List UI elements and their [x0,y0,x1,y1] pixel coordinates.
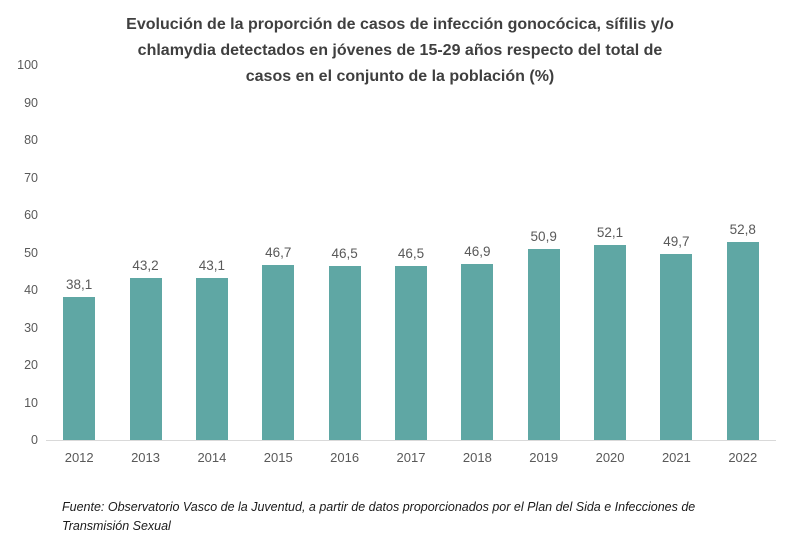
bar-2017 [394,265,427,440]
y-axis: 0 10 20 30 40 50 60 70 80 90 100 [0,58,40,447]
bar-value-label-2018: 46,9 [464,244,491,260]
bar-value-label-2017: 46,5 [397,245,425,261]
y-axis-label-10: 10 [24,395,38,410]
bar-group-2013: 43,2 [112,258,178,440]
bar-value-label-2014: 43,1 [198,258,226,274]
x-axis-label-2021: 2021 [661,450,691,465]
bar-value-label-2013: 43,2 [132,258,159,273]
source-note: Fuente: Observatorio Vasco de la Juventu… [62,500,696,534]
x-axis-label-2020: 2020 [595,450,625,465]
bar-2018 [461,264,494,440]
y-axis-label-70: 70 [24,170,38,185]
bar-group-2019: 50,9 [511,229,577,440]
bar-2019 [527,249,560,440]
bar-value-label-2012: 38,1 [66,277,93,293]
bar-group-2022: 52,8 [710,222,776,440]
bar-value-label-2022: 52,8 [729,222,756,237]
bar-group-2018: 46,9 [444,244,510,440]
x-axis: 2012 2013 2014 2015 2016 2017 2018 2019 2020 2021… [46,450,776,465]
bar-value-label-2016: 46,5 [331,245,358,261]
bar-value-label-2015: 46,7 [265,244,292,260]
x-axis-label-2016: 2016 [330,450,360,465]
bar-group-2017: 46,5 [378,246,444,440]
x-axis-label-2019: 2019 [529,450,559,465]
plot-area: 38,1 43,2 43,1 46,7 46,5 46,5 46,9 50,9 52,1 49,7… [46,65,776,441]
x-axis-label-2014: 2014 [197,450,227,465]
y-axis-label-50: 50 [24,245,38,260]
bar-value-label-2019: 50,9 [530,229,557,245]
y-axis-label-40: 40 [24,283,38,297]
y-axis-label-0: 0 [31,433,38,447]
x-axis-label-2018: 2018 [462,450,492,465]
y-axis-label-90: 90 [24,95,38,110]
bar-2014 [195,278,228,440]
bar-2015 [262,264,295,440]
y-axis-label-60: 60 [24,208,38,222]
bar-group-2015: 46,7 [245,245,311,440]
y-axis-label-20: 20 [24,358,38,372]
bar-value-label-2020: 52,1 [596,224,624,240]
bar-group-2020: 52,1 [577,225,643,440]
bar-group-2014: 43,1 [179,258,245,440]
bar-group-2012: 38,1 [46,277,112,440]
x-axis-label-2017: 2017 [396,450,426,465]
y-axis-label-100: 100 [17,58,38,72]
bar-value-label-2021: 49,7 [663,233,690,249]
x-axis-label-2013: 2013 [131,450,160,465]
x-axis-label-2022: 2022 [728,450,758,465]
chart-title: Evolución de la proporción de casos de i… [126,16,674,85]
bar-2013 [129,278,162,440]
x-axis-label-2015: 2015 [263,450,293,465]
y-axis-label-30: 30 [24,320,38,335]
bar-group-2021: 49,7 [643,234,709,440]
bar-2021 [660,253,693,440]
y-axis-label-80: 80 [24,133,38,147]
bar-group-2016: 46,5 [311,246,377,440]
bar-2016 [328,265,361,440]
bar-2020 [594,244,627,440]
bar-2022 [726,242,759,440]
x-axis-label-2012: 2012 [64,450,94,465]
bar-2012 [63,297,96,440]
